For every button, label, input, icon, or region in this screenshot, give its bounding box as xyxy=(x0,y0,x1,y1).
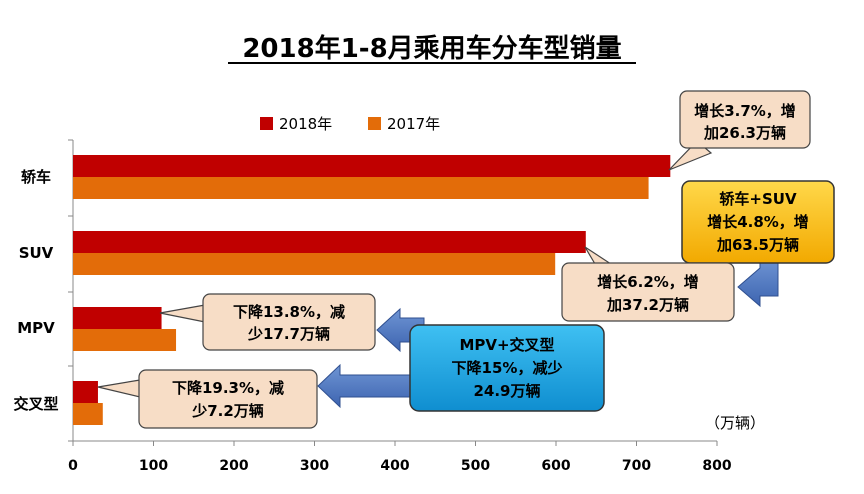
arrow-left-cross-icon xyxy=(317,363,421,409)
callout-text: 增长4.8%，增 xyxy=(707,213,809,231)
bar-2018 xyxy=(73,307,162,329)
annotation-mpv-cross: MPV+交叉型 下降15%，减少 24.9万辆 xyxy=(409,324,605,412)
callout-text: 下降15%，减少 xyxy=(452,359,563,377)
callout-text: MPV+交叉型 xyxy=(459,336,554,354)
bar-2018 xyxy=(73,231,586,253)
callout-tail-mpv xyxy=(159,304,206,323)
callout-tail-cross xyxy=(97,379,141,398)
arrow-down-left-icon xyxy=(737,257,779,308)
callout-box-cross xyxy=(138,369,318,429)
callout-text: 轿车+SUV xyxy=(719,190,797,208)
callout-text: 增长6.2%，增 xyxy=(597,273,699,291)
callout-text: 24.9万辆 xyxy=(473,382,540,400)
category-label: 轿车 xyxy=(21,168,51,186)
legend: 2018年 2017年 xyxy=(260,115,440,133)
callout-text: 加26.3万辆 xyxy=(703,124,786,142)
legend-swatch-2018 xyxy=(260,117,273,130)
x-tick-label: 800 xyxy=(702,458,731,474)
callout-box-mpv-cross xyxy=(409,324,605,412)
x-tick-label: 400 xyxy=(380,458,409,474)
callout-text: 加37.2万辆 xyxy=(606,296,689,314)
callout-box-suv xyxy=(561,262,735,322)
legend-label-2017: 2017年 xyxy=(387,115,440,133)
x-tick-label: 500 xyxy=(461,458,490,474)
bar-2017 xyxy=(73,403,103,425)
bar-2018 xyxy=(73,381,98,403)
bars xyxy=(73,155,671,425)
callout-text: 少7.2万辆 xyxy=(191,402,264,420)
category-label: SUV xyxy=(19,244,54,262)
x-tick-label: 700 xyxy=(622,458,651,474)
x-tick-label: 0 xyxy=(68,458,78,474)
callout-box-mpv xyxy=(202,293,376,351)
bar-2017 xyxy=(73,253,556,275)
callout-text: 下降19.3%，减 xyxy=(172,379,284,397)
blue-arrows xyxy=(317,257,779,409)
bar-2018 xyxy=(73,155,671,177)
category-label: 交叉型 xyxy=(13,395,58,413)
annotation-sedan-suv: 轿车+SUV 增长4.8%，增 加63.5万辆 xyxy=(681,180,835,264)
x-tick-label: 100 xyxy=(139,458,168,474)
annotation-mpv: 下降13.8%，减 少17.7万辆 xyxy=(202,293,376,351)
category-label: MPV xyxy=(17,319,55,337)
category-labels: 轿车 SUV MPV 交叉型 xyxy=(13,168,58,413)
callout-box-sedan-suv xyxy=(681,180,835,264)
legend-swatch-2017 xyxy=(368,117,381,130)
x-tick-label: 300 xyxy=(300,458,329,474)
bar-2017 xyxy=(73,329,177,351)
x-ticks: 0 100 200 300 400 500 600 700 800 xyxy=(68,139,732,474)
annotation-cross: 下降19.3%，减 少7.2万辆 xyxy=(138,369,318,429)
annotation-suv: 增长6.2%，增 加37.2万辆 xyxy=(561,262,735,322)
callout-box-sedan xyxy=(679,90,811,149)
callout-text: 加63.5万辆 xyxy=(716,236,799,254)
callout-text: 增长3.7%，增 xyxy=(694,102,796,120)
callout-text: 下降13.8%，减 xyxy=(233,303,345,321)
annotation-sedan: 增长3.7%，增 加26.3万辆 xyxy=(679,90,811,149)
unit-label: （万辆） xyxy=(705,414,765,432)
x-tick-label: 200 xyxy=(219,458,248,474)
chart-title: 2018年1-8月乘用车分车型销量 xyxy=(242,33,621,64)
x-tick-label: 600 xyxy=(541,458,570,474)
callout-text: 少17.7万辆 xyxy=(247,325,330,343)
bar-2017 xyxy=(73,177,649,199)
legend-label-2018: 2018年 xyxy=(279,115,332,133)
